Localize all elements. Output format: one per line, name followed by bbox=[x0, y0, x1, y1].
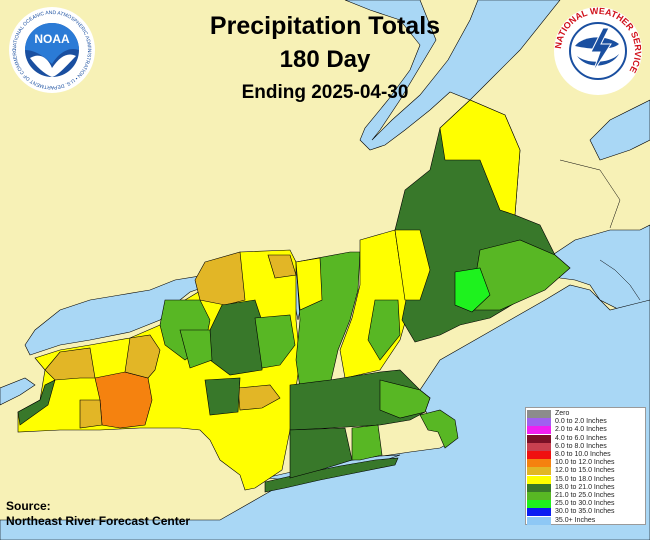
new-york-state bbox=[17, 249, 399, 493]
source-label: Source: bbox=[6, 499, 51, 513]
legend-item: 25.0 to 30.0 Inches bbox=[527, 500, 644, 509]
maine-north-yellow bbox=[439, 99, 521, 216]
legend-swatch bbox=[527, 451, 551, 459]
legend-label: Zero bbox=[555, 410, 570, 417]
vermont-yellow bbox=[295, 257, 323, 311]
maine-coast-green bbox=[469, 239, 571, 311]
legend-item: 4.0 to 6.0 Inches bbox=[527, 434, 644, 443]
legend-label: 8.0 to 10.0 Inches bbox=[555, 451, 611, 458]
legend-label: 18.0 to 21.0 Inches bbox=[555, 483, 615, 491]
maine-bright-green bbox=[454, 267, 491, 313]
legend-item: 30.0 to 35.0 Inches bbox=[527, 508, 644, 517]
ny-adk-green-2 bbox=[254, 314, 296, 369]
legend: Zero 0.0 to 2.0 Inches 2.0 to 4.0 Inches 4.… bbox=[525, 407, 646, 525]
noaa-logo: NOAA NATIONAL OCEANIC AND ATMOSPHERIC AD… bbox=[8, 6, 95, 93]
legend-item: 21.0 to 25.0 Inches bbox=[527, 492, 644, 500]
legend-item: 35.0+ Inches bbox=[527, 516, 644, 525]
legend-label: 10.0 to 12.0 Inches bbox=[555, 459, 615, 467]
legend-item: 15.0 to 18.0 Inches bbox=[527, 475, 644, 484]
nws-logo: NATIONAL WEATHER SERVICE bbox=[553, 6, 643, 95]
legend-swatch bbox=[527, 508, 551, 517]
gulf-of-st-lawrence bbox=[589, 99, 650, 161]
map-end-date: Ending 2025-04-30 bbox=[241, 82, 409, 103]
ma-green-east bbox=[379, 379, 431, 419]
legend-item: 6.0 to 8.0 Inches bbox=[527, 442, 644, 451]
lake-erie bbox=[0, 377, 36, 406]
legend-swatch bbox=[527, 483, 551, 492]
legend-swatch bbox=[527, 516, 551, 525]
connecticut bbox=[289, 427, 353, 479]
ny-west-gold-2 bbox=[79, 399, 103, 429]
legend-label: 15.0 to 18.0 Inches bbox=[555, 475, 615, 483]
st-lawrence-river bbox=[344, 0, 561, 151]
long-island bbox=[264, 457, 399, 493]
legend-item: 10.0 to 12.0 Inches bbox=[527, 459, 644, 468]
legend-swatch bbox=[527, 418, 551, 427]
legend-swatch bbox=[527, 442, 551, 451]
source-note: Source: Northeast River Forecast Center bbox=[6, 499, 190, 529]
legend-swatch bbox=[527, 492, 551, 500]
legend-item: 12.0 to 15.0 Inches bbox=[527, 467, 644, 476]
cape-cod bbox=[419, 409, 459, 449]
legend-swatch bbox=[527, 500, 551, 509]
legend-label: 35.0+ Inches bbox=[555, 516, 596, 524]
noaa-logo-text: NOAA bbox=[34, 32, 70, 46]
legend-swatch bbox=[527, 434, 551, 443]
ny-catskill-green bbox=[204, 377, 241, 416]
legend-swatch bbox=[527, 475, 551, 484]
ny-lower-green bbox=[179, 329, 213, 369]
new-england bbox=[289, 99, 571, 479]
rhode-island bbox=[351, 424, 383, 461]
legend-swatch bbox=[527, 410, 551, 418]
legend-label: 12.0 to 15.0 Inches bbox=[555, 467, 615, 475]
legend-label: 30.0 to 35.0 Inches bbox=[555, 508, 615, 516]
map-period: 180 Day bbox=[279, 46, 371, 73]
maine-west-yellow bbox=[394, 229, 431, 301]
legend-label: 2.0 to 4.0 Inches bbox=[555, 426, 607, 434]
legend-swatch bbox=[527, 426, 551, 435]
legend-label: 4.0 to 6.0 Inches bbox=[555, 434, 607, 442]
ny-sw-green bbox=[17, 379, 56, 426]
legend-item: Zero bbox=[527, 410, 644, 418]
legend-swatch bbox=[527, 467, 551, 476]
ny-north-gold bbox=[194, 251, 246, 306]
legend-item: 18.0 to 21.0 Inches bbox=[527, 483, 644, 492]
legend-swatch bbox=[527, 459, 551, 468]
legend-label: 6.0 to 8.0 Inches bbox=[555, 442, 607, 450]
ny-central-gold bbox=[237, 384, 281, 411]
ny-north-gold-2 bbox=[267, 254, 297, 279]
legend-label: 25.0 to 30.0 Inches bbox=[555, 500, 615, 508]
nh-green bbox=[367, 299, 401, 361]
ny-finger-gold bbox=[124, 334, 161, 379]
legend-item: 0.0 to 2.0 Inches bbox=[527, 418, 644, 427]
legend-label: 21.0 to 25.0 Inches bbox=[555, 492, 615, 499]
ny-west-orange bbox=[94, 371, 153, 429]
source-agency: Northeast River Forecast Center bbox=[6, 514, 191, 528]
legend-label: 0.0 to 2.0 Inches bbox=[555, 418, 607, 426]
canada-outline bbox=[559, 159, 641, 301]
legend-item: 2.0 to 4.0 Inches bbox=[527, 426, 644, 435]
legend-item: 8.0 to 10.0 Inches bbox=[527, 451, 644, 459]
map-title: Precipitation Totals bbox=[209, 12, 441, 40]
